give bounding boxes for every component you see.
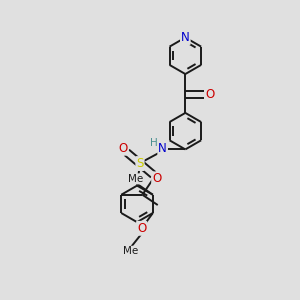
Text: O: O [118, 142, 128, 155]
Text: N: N [158, 142, 167, 155]
Text: Me: Me [123, 246, 138, 256]
Text: S: S [136, 157, 144, 170]
Text: H: H [150, 138, 158, 148]
Text: Me: Me [128, 174, 143, 184]
Text: N: N [181, 31, 190, 44]
Text: O: O [137, 222, 146, 235]
Text: O: O [152, 172, 161, 185]
Text: O: O [205, 88, 214, 101]
